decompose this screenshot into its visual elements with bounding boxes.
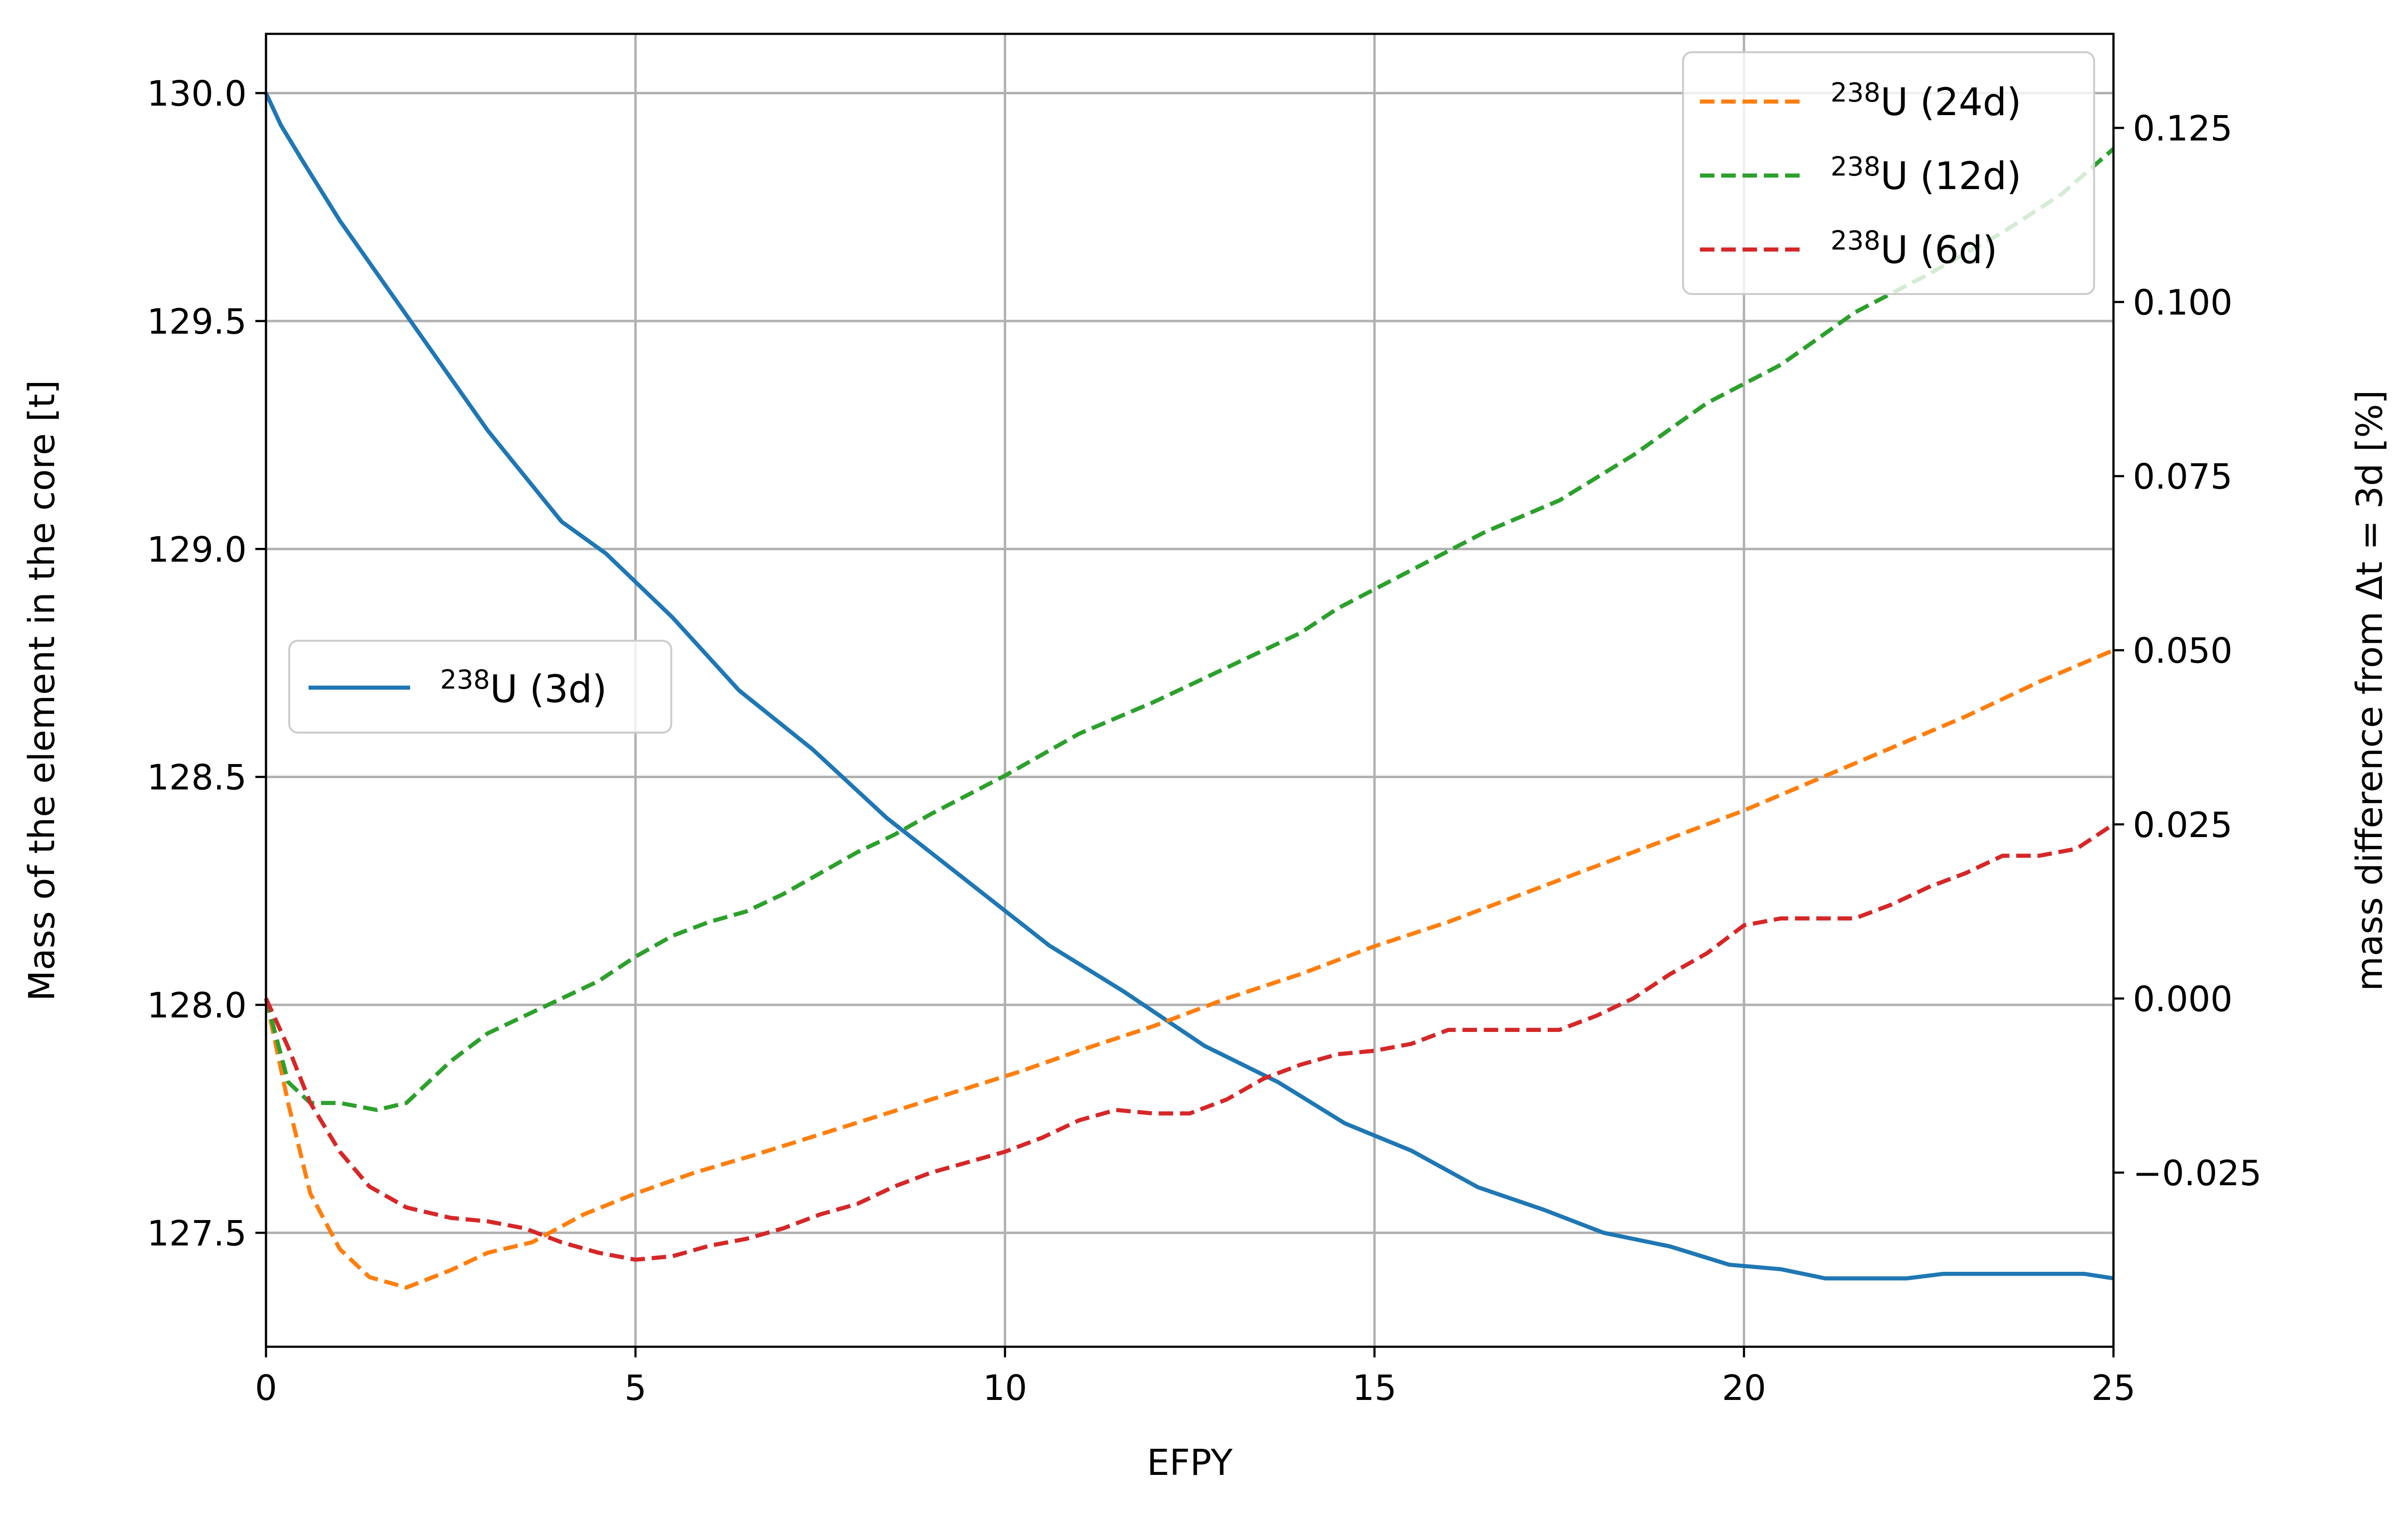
y-right-tick-label: 0.025 [2133, 805, 2232, 845]
y-right-tick-label: 0.000 [2133, 979, 2232, 1019]
legend-right-entry-12d: 238U (12d) [1831, 151, 2022, 198]
y-left-tick-label: 127.5 [147, 1213, 247, 1253]
legend-right-box [1682, 51, 2095, 295]
series-line-238u-12d- [264, 147, 2115, 1112]
y-left-tick-label: 128.5 [147, 757, 247, 798]
axis-ticks: 0 5 10 15 20 25 127.5 128.0 128.5 129.0 129.5 130.0… [147, 74, 2262, 1408]
y-right-tick-label: 0.100 [2133, 282, 2232, 323]
y-left-tick-label: 128.0 [147, 985, 247, 1026]
x-axis-label: EFPY [1147, 1442, 1233, 1484]
series-line-238u-24d- [264, 648, 2114, 1290]
series-line-238u-6d- [264, 823, 2115, 1262]
y-axis-right-label: mass difference from Δt = 3d [%] [2349, 390, 2391, 991]
y-right-tick-label: 0.050 [2133, 631, 2232, 671]
series-line-238u-3d- [264, 92, 2114, 1281]
legend-right-entry-24d: 238U (24d) [1831, 77, 2022, 124]
x-tick-label: 15 [1352, 1368, 1397, 1408]
y-right-tick-label: 0.125 [2133, 108, 2232, 148]
y-axis-left-label: Mass of the element in the core [t] [21, 380, 63, 1001]
y-left-tick-label: 129.5 [147, 301, 247, 342]
y-left-tick-label: 129.0 [147, 529, 247, 570]
y-right-tick-label: 0.075 [2133, 456, 2232, 497]
x-tick-label: 20 [1722, 1368, 1766, 1408]
plot-frame [265, 32, 2115, 1348]
legend-right: 238U (24d) 238U (12d) 238U (6d) [1682, 51, 2095, 295]
y-left-tick-label: 130.0 [147, 74, 247, 114]
legend-left-box [288, 640, 672, 734]
legend-right-entry-6d: 238U (6d) [1831, 225, 1997, 272]
legend-left: 238U (3d) [288, 640, 672, 734]
x-tick-label: 5 [624, 1368, 647, 1408]
x-tick-label: 10 [983, 1368, 1027, 1408]
x-tick-label: 0 [255, 1368, 277, 1408]
series-lines [264, 92, 2115, 1290]
x-tick-label: 25 [2091, 1368, 2136, 1408]
y-right-tick-label: −0.025 [2133, 1153, 2261, 1193]
legend-left-entry: 238U (3d) [440, 664, 607, 711]
